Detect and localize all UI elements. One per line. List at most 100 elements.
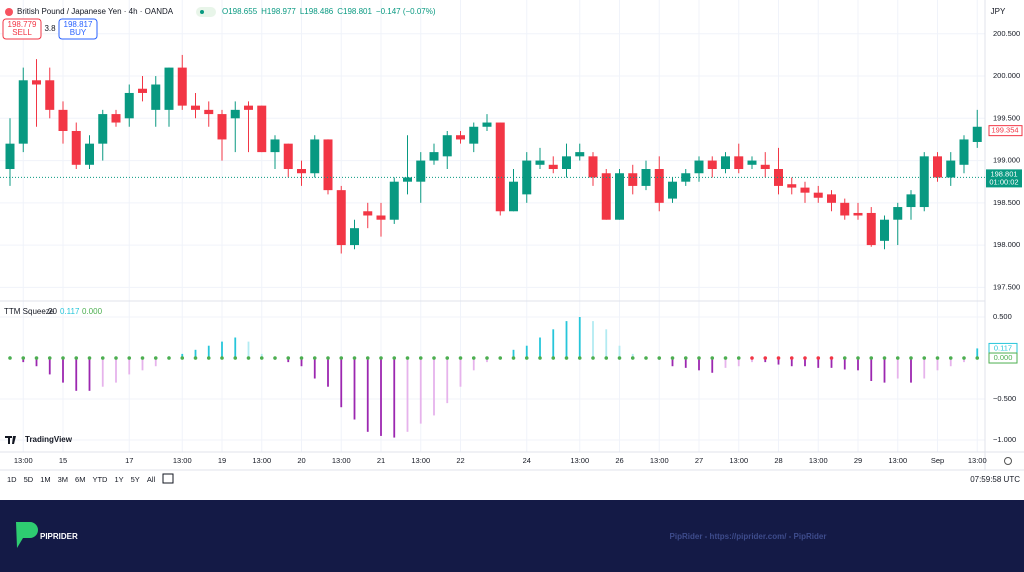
histogram-bar: [48, 358, 51, 375]
x-tick-label: 13:00: [570, 456, 589, 465]
buy-button[interactable]: [58, 18, 98, 40]
candle-body: [694, 160, 704, 174]
squeeze-dot: [909, 356, 913, 360]
squeeze-dot: [8, 356, 12, 360]
x-tick-label: 20: [297, 456, 305, 465]
histogram-bar: [843, 358, 846, 370]
histogram-bar: [737, 358, 740, 367]
candle-body: [787, 184, 797, 188]
range-button[interactable]: 1Y: [114, 475, 123, 484]
histogram-bar: [128, 358, 131, 375]
candle-body: [111, 114, 121, 123]
clock: 07:59:58 UTC: [970, 475, 1020, 484]
histogram-bar: [790, 358, 793, 367]
candle-body: [376, 215, 386, 220]
x-tick-label: 27: [695, 456, 703, 465]
x-tick-label: 13:00: [332, 456, 351, 465]
x-tick-label: 21: [377, 456, 385, 465]
sell-button[interactable]: [2, 18, 42, 40]
currency: JPY: [991, 7, 1006, 16]
squeeze-dot: [882, 356, 887, 360]
range-button[interactable]: All: [147, 475, 156, 484]
candle-body: [403, 177, 412, 182]
histogram-bar: [910, 358, 912, 383]
histogram-bar: [870, 358, 873, 381]
histogram-bar: [764, 358, 767, 363]
calendar-icon[interactable]: [162, 473, 174, 484]
y-tick-label: 200.000: [993, 71, 1020, 80]
candle-body: [18, 80, 28, 144]
candle-body: [98, 114, 108, 144]
ohlc-value: L198.486: [300, 7, 334, 16]
squeeze-dot: [564, 356, 569, 360]
candle-body: [601, 173, 611, 220]
indicator-value: 0.117: [60, 307, 80, 316]
squeeze-dot: [683, 356, 688, 360]
squeeze-dot: [697, 356, 701, 360]
candle-body: [509, 181, 518, 212]
candle-body: [350, 228, 359, 246]
histogram-bar: [631, 353, 634, 359]
squeeze-dot: [379, 356, 383, 360]
watermark: TradingView: [25, 435, 73, 444]
candle-body: [919, 156, 929, 208]
toolbar: 1D 5D 1M 3M 6M YTD 1Y 5Y All: [7, 475, 155, 484]
candle-body: [442, 135, 452, 157]
x-tick-label: 17: [125, 456, 133, 465]
histogram-bar: [260, 353, 263, 359]
histogram-bar: [446, 358, 449, 404]
squeeze-dot: [617, 356, 622, 360]
range-button[interactable]: 6M: [75, 475, 85, 484]
spread: 3.8: [44, 24, 56, 33]
candle-body: [668, 181, 677, 199]
candle-body: [893, 207, 903, 220]
histogram-bar: [393, 358, 396, 438]
countdown: 01:00:02: [989, 177, 1018, 186]
candle-body: [721, 156, 730, 170]
range-button[interactable]: 3M: [58, 475, 68, 484]
x-tick-label: 26: [615, 456, 623, 465]
candle-body: [760, 164, 770, 170]
range-button[interactable]: 5D: [24, 475, 34, 484]
candle-body: [204, 109, 214, 115]
squeeze-dot: [577, 356, 582, 360]
squeeze-dot: [485, 356, 489, 360]
histogram-bar: [459, 358, 462, 387]
histogram-bar: [883, 358, 886, 383]
squeeze-dot: [127, 356, 132, 360]
sell-price: 198.779: [8, 20, 37, 29]
histogram-bar: [88, 358, 91, 391]
histogram-bar: [380, 358, 382, 436]
histogram-bar: [486, 358, 488, 363]
histogram-bar: [353, 358, 356, 420]
squeeze-dot: [418, 356, 423, 360]
squeeze-dot: [392, 356, 397, 360]
range-button[interactable]: YTD: [92, 475, 108, 484]
indicator-legend: TTM Squeeze 20 0.117 0.000: [4, 307, 103, 316]
histogram-bar: [406, 358, 409, 432]
squeeze-dot: [458, 356, 463, 360]
x-tick-label: 13:00: [173, 456, 192, 465]
range-button[interactable]: 1D: [7, 475, 17, 484]
histogram-bar: [711, 358, 714, 373]
squeeze-dot: [789, 356, 794, 360]
squeeze-dot: [842, 356, 847, 360]
histogram-bar: [300, 358, 303, 367]
buy-label: BUY: [70, 28, 87, 37]
squeeze-dot: [339, 356, 344, 360]
range-button[interactable]: 1M: [40, 475, 50, 484]
candle-body: [469, 126, 479, 144]
candle-body: [562, 156, 571, 170]
banner: [0, 500, 1024, 572]
settings-icon[interactable]: [1004, 457, 1012, 465]
squeeze-dot: [975, 356, 980, 360]
range-button[interactable]: 5Y: [131, 475, 140, 484]
squeeze-dot: [471, 356, 476, 360]
candle-body: [813, 192, 823, 198]
x-tick-label: 13:00: [411, 456, 430, 465]
x-tick-label: 15: [59, 456, 67, 465]
squeeze-dot: [816, 356, 821, 360]
x-tick-label: 28: [774, 456, 782, 465]
x-tick-label: 13:00: [809, 456, 828, 465]
histogram-bar: [221, 341, 223, 359]
